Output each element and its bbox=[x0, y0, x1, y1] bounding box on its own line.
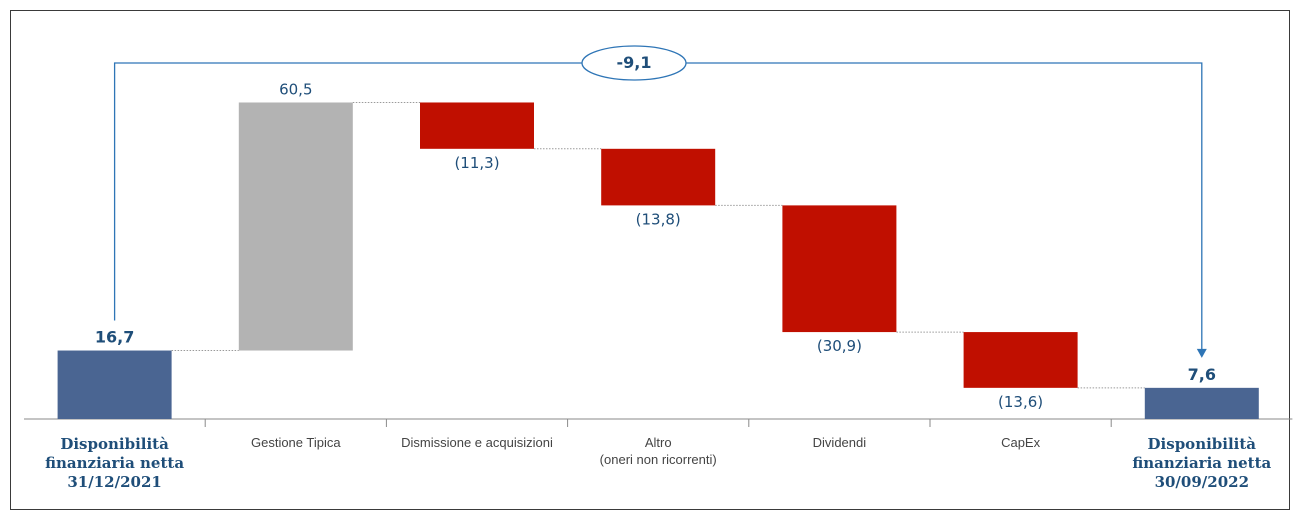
category-label: Disponibilità finanziaria netta 31/12/2021 bbox=[45, 435, 184, 491]
bar-decrease bbox=[420, 102, 534, 149]
bar-total bbox=[57, 350, 172, 419]
value-label: (30,9) bbox=[817, 337, 862, 355]
bar-decrease bbox=[782, 205, 897, 333]
category-label: Altro (oneri non ricorrenti) bbox=[600, 435, 717, 467]
category-label: Dismissione e acquisizioni bbox=[401, 435, 553, 450]
net-change-bracket-left bbox=[113, 62, 582, 321]
net-change-oval bbox=[581, 45, 687, 81]
value-label: 60,5 bbox=[279, 80, 312, 98]
bar-decrease bbox=[601, 148, 716, 206]
category-label: Dividendi bbox=[813, 435, 867, 450]
value-label: (13,6) bbox=[998, 393, 1043, 411]
chart-frame bbox=[10, 10, 1290, 510]
value-label: (11,3) bbox=[454, 154, 499, 172]
category-label: CapEx bbox=[1001, 435, 1041, 450]
bar-decrease bbox=[963, 332, 1078, 388]
value-label: 16,7 bbox=[95, 328, 134, 347]
net-change-arrowhead bbox=[1196, 348, 1207, 358]
value-label: (13,8) bbox=[636, 210, 681, 228]
net-change-label: -9,1 bbox=[617, 53, 652, 72]
value-label: 7,6 bbox=[1188, 365, 1216, 384]
category-label: Gestione Tipica bbox=[251, 435, 341, 450]
net-change-bracket-right bbox=[686, 62, 1203, 350]
bar-increase bbox=[238, 102, 353, 351]
category-label: Disponibilità finanziaria netta 30/09/2022 bbox=[1132, 435, 1271, 491]
bar-total bbox=[1144, 387, 1259, 419]
